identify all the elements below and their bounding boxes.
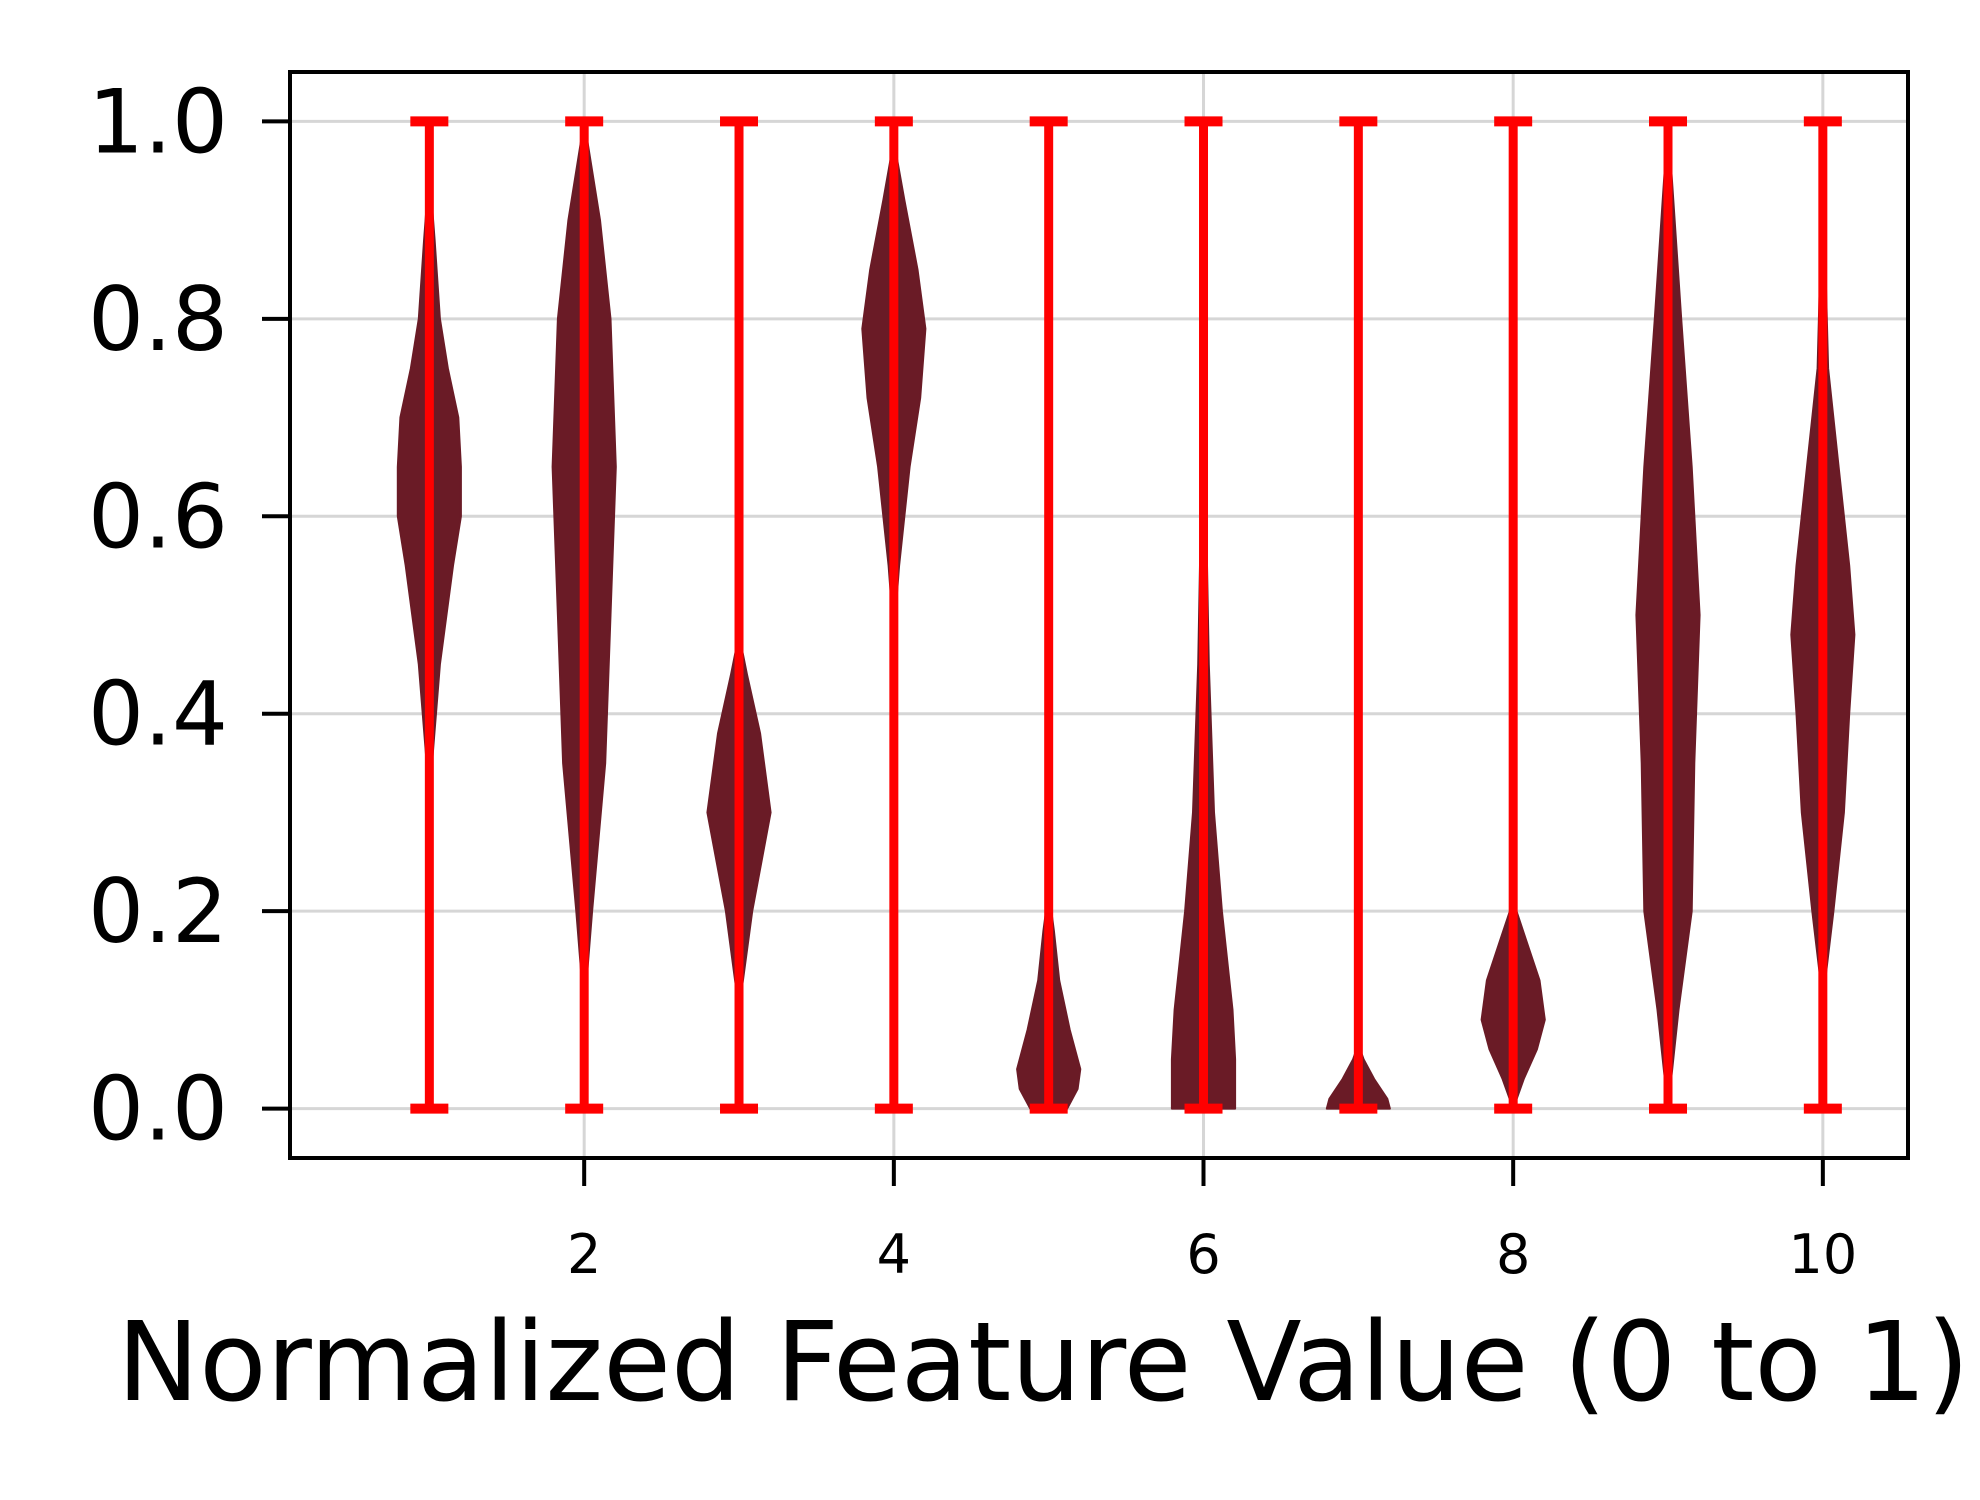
y-tick-label: 0.6 xyxy=(88,465,228,568)
y-tick-label: 0.2 xyxy=(88,860,228,963)
y-tick-label: 0.0 xyxy=(88,1058,228,1161)
x-axis: 2 4 6 8 10 xyxy=(567,1158,1857,1286)
x-tick-label: 8 xyxy=(1496,1223,1530,1286)
y-tick-label: 0.4 xyxy=(88,663,228,766)
y-axis: 0.0 0.2 0.4 0.6 0.8 1.0 xyxy=(88,70,290,1161)
x-axis-label: Normalized Feature Value (0 to 1) xyxy=(117,1298,1970,1426)
x-tick-label: 4 xyxy=(877,1223,911,1286)
axes-frame xyxy=(288,70,1910,1160)
y-tick-label: 0.8 xyxy=(88,268,228,371)
plot-area: 0.0 0.2 0.4 0.6 0.8 1.0 2 4 6 8 10 xyxy=(88,70,1910,1286)
x-tick-label: 10 xyxy=(1788,1223,1857,1286)
y-tick-label: 1.0 xyxy=(88,70,228,173)
x-tick-label: 2 xyxy=(567,1223,601,1286)
violins xyxy=(396,120,1856,1110)
x-tick-label: 6 xyxy=(1186,1223,1220,1286)
whiskers xyxy=(410,116,1842,1114)
